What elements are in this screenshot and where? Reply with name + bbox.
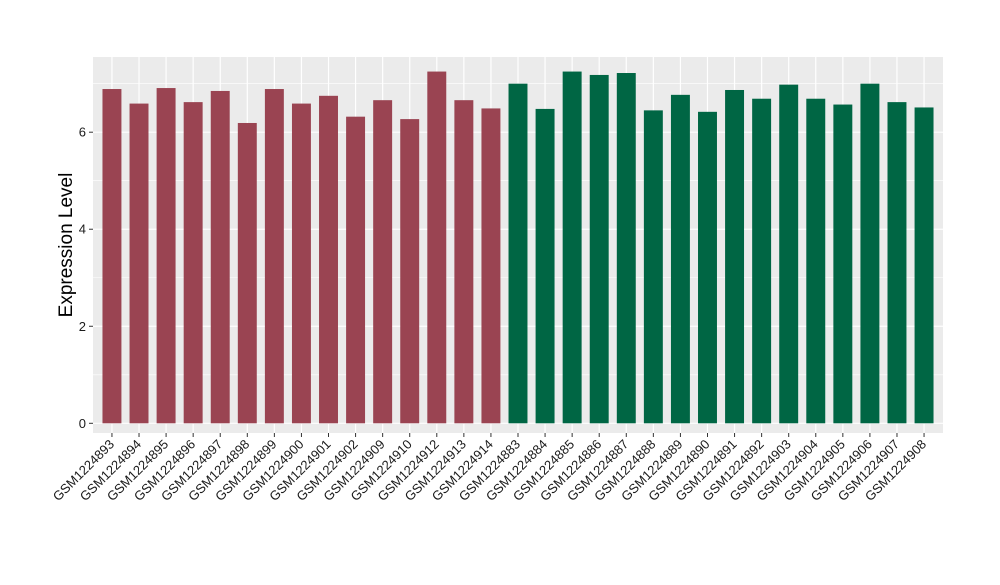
bars <box>102 71 934 424</box>
bar-GSM1224896 <box>183 102 203 424</box>
bar-GSM1224890 <box>698 111 717 424</box>
bar-GSM1224913 <box>454 100 474 424</box>
y-tick-label: 4 <box>79 222 86 237</box>
bar-GSM1224888 <box>643 110 663 424</box>
bar-GSM1224891 <box>725 89 745 424</box>
y-tick-label: 2 <box>79 319 86 334</box>
bar-GSM1224902 <box>346 116 366 424</box>
bar-GSM1224908 <box>914 107 934 424</box>
y-tick-label: 0 <box>79 416 86 431</box>
bar-GSM1224883 <box>508 83 528 424</box>
bar-GSM1224899 <box>264 89 284 424</box>
bar-GSM1224912 <box>427 71 447 424</box>
y-axis: 0 2 4 6 <box>79 125 93 431</box>
bar-GSM1224887 <box>616 73 636 424</box>
bar-GSM1224907 <box>887 102 907 424</box>
bar-GSM1224909 <box>373 100 393 424</box>
bar-GSM1224885 <box>562 71 582 424</box>
bar-GSM1224897 <box>210 90 230 424</box>
bar-GSM1224898 <box>237 122 257 424</box>
bar-GSM1224900 <box>291 103 311 424</box>
bar-GSM1224892 <box>752 98 772 424</box>
bar-GSM1224910 <box>400 119 420 424</box>
bar-GSM1224894 <box>129 103 149 424</box>
bar-GSM1224903 <box>779 84 799 424</box>
x-axis: GSM1224893GSM1224894GSM1224895GSM1224896… <box>50 433 929 504</box>
bar-GSM1224886 <box>589 74 609 424</box>
bar-GSM1224914 <box>481 108 501 424</box>
bar-GSM1224884 <box>535 108 555 424</box>
bar-GSM1224895 <box>156 88 176 424</box>
y-axis-title: Expression Level <box>56 173 77 318</box>
bar-GSM1224905 <box>833 104 853 424</box>
bar-GSM1224901 <box>319 95 338 424</box>
bar-GSM1224904 <box>806 98 826 424</box>
y-tick-label: 6 <box>79 125 86 140</box>
bar-GSM1224906 <box>860 83 880 424</box>
bar-GSM1224889 <box>670 94 690 424</box>
bar-GSM1224893 <box>102 89 122 424</box>
